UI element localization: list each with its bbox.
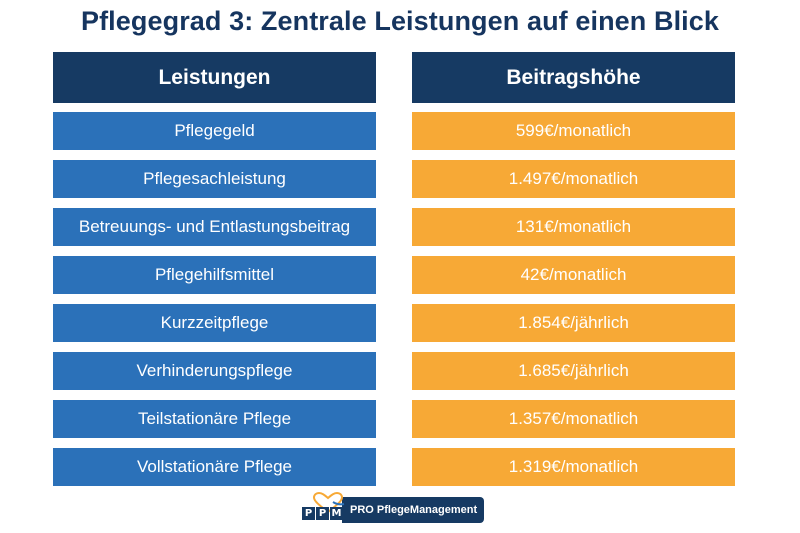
- service-cell: Teilstationäre Pflege: [53, 400, 376, 438]
- logo-letters: P P M: [302, 507, 343, 520]
- column-header-amount: Beitragshöhe: [412, 52, 735, 103]
- benefits-table: Pflegegeld 599€/monatlich Pflegesachleis…: [53, 112, 735, 496]
- amount-cell: 1.685€/jährlich: [412, 352, 735, 390]
- brand-logo: P P M PRO PflegeManagement: [302, 492, 485, 526]
- service-cell: Betreuungs- und Entlastungsbeitrag: [53, 208, 376, 246]
- table-row: Betreuungs- und Entlastungsbeitrag 131€/…: [53, 208, 735, 246]
- service-cell: Verhinderungspflege: [53, 352, 376, 390]
- amount-cell: 1.497€/monatlich: [412, 160, 735, 198]
- amount-cell: 1.854€/jährlich: [412, 304, 735, 342]
- logo-mark: P P M: [302, 492, 346, 526]
- amount-cell: 42€/monatlich: [412, 256, 735, 294]
- amount-cell: 599€/monatlich: [412, 112, 735, 150]
- table-row: Verhinderungspflege 1.685€/jährlich: [53, 352, 735, 390]
- service-cell: Pflegegeld: [53, 112, 376, 150]
- table-row: Pflegehilfsmittel 42€/monatlich: [53, 256, 735, 294]
- heart-hands-icon: [312, 492, 345, 514]
- logo-letter: P: [302, 507, 315, 520]
- service-cell: Pflegesachleistung: [53, 160, 376, 198]
- page-title: Pflegegrad 3: Zentrale Leistungen auf ei…: [80, 6, 720, 36]
- logo-text: PRO PflegeManagement: [342, 497, 485, 523]
- service-cell: Pflegehilfsmittel: [53, 256, 376, 294]
- amount-cell: 131€/monatlich: [412, 208, 735, 246]
- logo-letter: M: [330, 507, 343, 520]
- logo-letter: P: [316, 507, 329, 520]
- amount-cell: 1.319€/monatlich: [412, 448, 735, 486]
- table-row: Vollstationäre Pflege 1.319€/monatlich: [53, 448, 735, 486]
- service-cell: Vollstationäre Pflege: [53, 448, 376, 486]
- column-header-services: Leistungen: [53, 52, 376, 103]
- table-row: Teilstationäre Pflege 1.357€/monatlich: [53, 400, 735, 438]
- amount-cell: 1.357€/monatlich: [412, 400, 735, 438]
- table-row: Pflegegeld 599€/monatlich: [53, 112, 735, 150]
- table-row: Pflegesachleistung 1.497€/monatlich: [53, 160, 735, 198]
- table-row: Kurzzeitpflege 1.854€/jährlich: [53, 304, 735, 342]
- service-cell: Kurzzeitpflege: [53, 304, 376, 342]
